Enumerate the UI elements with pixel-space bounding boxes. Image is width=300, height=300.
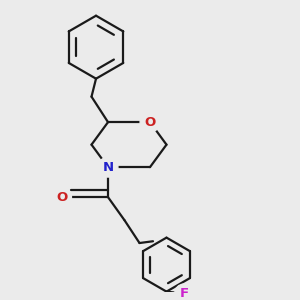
Circle shape xyxy=(175,284,193,300)
Text: O: O xyxy=(144,116,156,129)
Circle shape xyxy=(52,187,71,207)
Circle shape xyxy=(140,112,160,132)
Text: F: F xyxy=(179,286,188,300)
Text: N: N xyxy=(102,160,114,174)
Text: O: O xyxy=(56,190,67,204)
Circle shape xyxy=(98,157,118,177)
